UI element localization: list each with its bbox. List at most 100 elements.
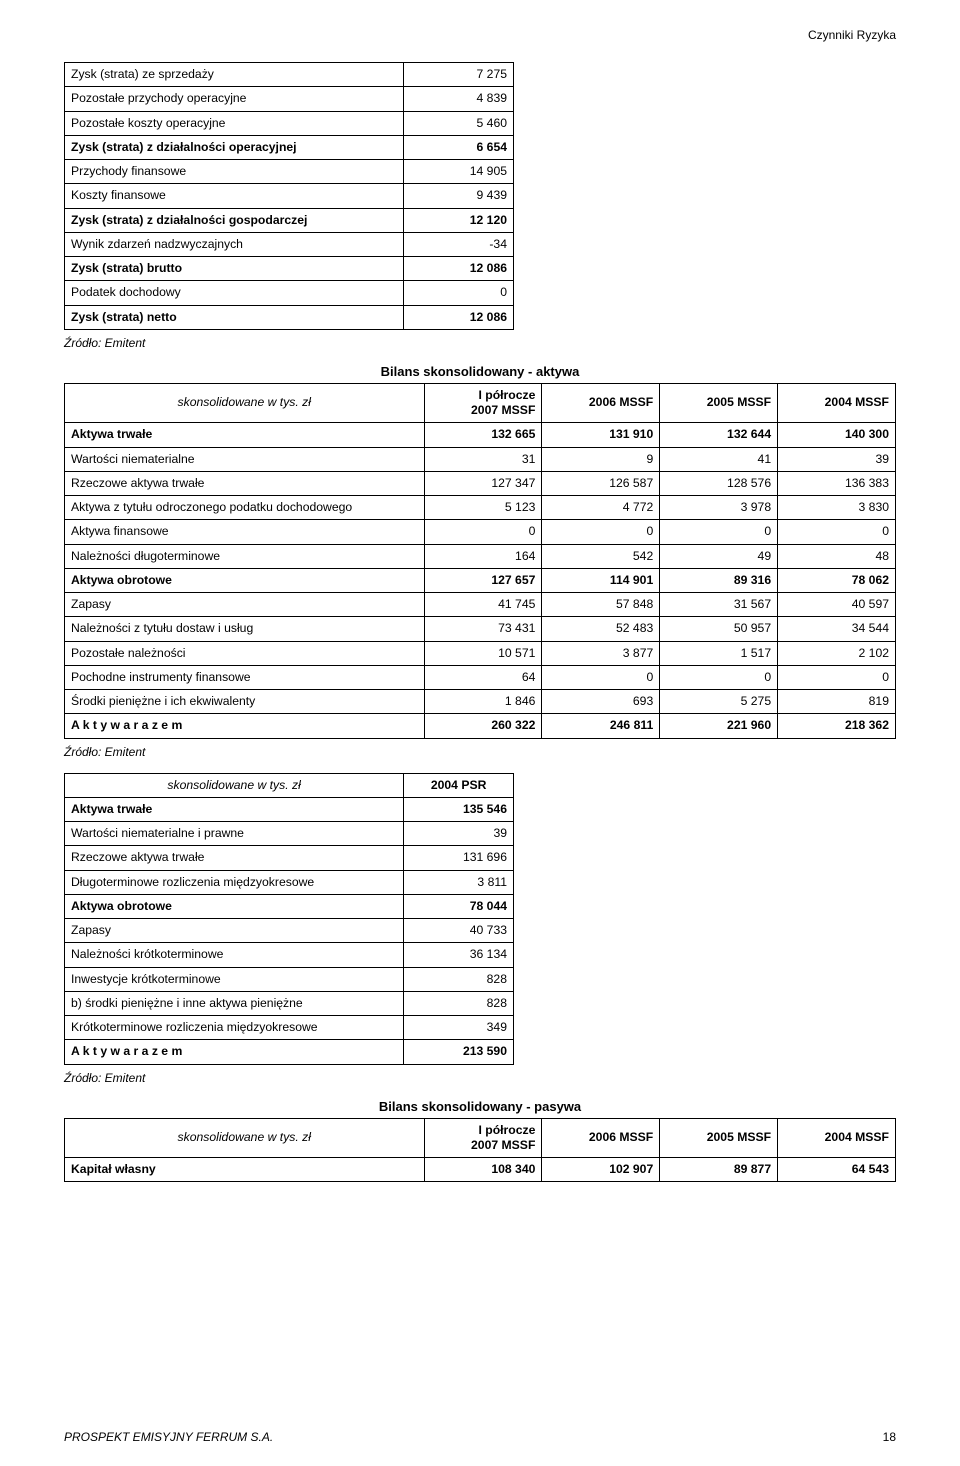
table-row: Pozostałe należności10 5713 8771 5172 10… bbox=[65, 641, 896, 665]
cell-label: Pochodne instrumenty finansowe bbox=[65, 665, 425, 689]
t4-header-c3: 2005 MSSF bbox=[660, 1118, 778, 1158]
table-row: Rzeczowe aktywa trwałe127 347126 587128 … bbox=[65, 471, 896, 495]
source-note-1: Źródło: Emitent bbox=[64, 336, 896, 350]
cell-value: 0 bbox=[778, 520, 896, 544]
table-row: Krótkoterminowe rozliczenia międzyokreso… bbox=[65, 1016, 514, 1040]
t3-header-col: 2004 PSR bbox=[404, 773, 514, 797]
cell-value: 0 bbox=[660, 520, 778, 544]
table-row: Wynik zdarzeń nadzwyczajnych-34 bbox=[65, 232, 514, 256]
cell-value: -34 bbox=[404, 232, 514, 256]
cell-label: Aktywa z tytułu odroczonego podatku doch… bbox=[65, 496, 425, 520]
table-row: A k t y w a r a z e m260 322246 811221 9… bbox=[65, 714, 896, 738]
cell-value: 89 877 bbox=[660, 1158, 778, 1182]
cell-value: 41 745 bbox=[424, 593, 542, 617]
cell-label: Wartości niematerialne bbox=[65, 447, 425, 471]
cell-value: 213 590 bbox=[404, 1040, 514, 1064]
table-row: Zysk (strata) z działalności gospodarcze… bbox=[65, 208, 514, 232]
cell-value: 3 978 bbox=[660, 496, 778, 520]
table-row: Pozostałe przychody operacyjne4 839 bbox=[65, 87, 514, 111]
table-row: Aktywa trwałe132 665131 910132 644140 30… bbox=[65, 423, 896, 447]
t2-header-c4: 2004 MSSF bbox=[778, 383, 896, 423]
cell-value: 64 543 bbox=[778, 1158, 896, 1182]
t2-header-c1: I półrocze2007 MSSF bbox=[424, 383, 542, 423]
t2-header-c3: 2005 MSSF bbox=[660, 383, 778, 423]
t4-header-c2: 2006 MSSF bbox=[542, 1118, 660, 1158]
cell-label: Środki pieniężne i ich ekwiwalenty bbox=[65, 690, 425, 714]
cell-label: Aktywa trwałe bbox=[65, 797, 404, 821]
cell-label: A k t y w a r a z e m bbox=[65, 1040, 404, 1064]
cell-label: Inwestycje krótkoterminowe bbox=[65, 967, 404, 991]
cell-value: 2 102 bbox=[778, 641, 896, 665]
table-row: Przychody finansowe14 905 bbox=[65, 160, 514, 184]
table-row: Środki pieniężne i ich ekwiwalenty1 8466… bbox=[65, 690, 896, 714]
table-row: Aktywa finansowe0000 bbox=[65, 520, 896, 544]
cell-label: Długoterminowe rozliczenia międzyokresow… bbox=[65, 870, 404, 894]
cell-value: 5 275 bbox=[660, 690, 778, 714]
table-income-fragment: Zysk (strata) ze sprzedaży7 275Pozostałe… bbox=[64, 62, 514, 330]
cell-label: Aktywa obrotowe bbox=[65, 894, 404, 918]
cell-value: 1 846 bbox=[424, 690, 542, 714]
cell-label: Zysk (strata) brutto bbox=[65, 257, 404, 281]
table-row: Zysk (strata) ze sprzedaży7 275 bbox=[65, 63, 514, 87]
t2-header-unit: skonsolidowane w tys. zł bbox=[65, 383, 425, 423]
cell-value: 127 657 bbox=[424, 568, 542, 592]
cell-value: 9 439 bbox=[404, 184, 514, 208]
cell-value: 40 597 bbox=[778, 593, 896, 617]
cell-value: 48 bbox=[778, 544, 896, 568]
cell-label: Aktywa finansowe bbox=[65, 520, 425, 544]
table-row: b) środki pieniężne i inne aktywa pienię… bbox=[65, 991, 514, 1015]
section-title-aktywa: Bilans skonsolidowany - aktywa bbox=[64, 364, 896, 379]
cell-label: Zysk (strata) netto bbox=[65, 305, 404, 329]
cell-value: 39 bbox=[404, 822, 514, 846]
table-row: A k t y w a r a z e m213 590 bbox=[65, 1040, 514, 1064]
cell-value: 12 086 bbox=[404, 257, 514, 281]
cell-value: 41 bbox=[660, 447, 778, 471]
cell-value: 5 460 bbox=[404, 111, 514, 135]
table-balance-assets-mssf: skonsolidowane w tys. zł I półrocze2007 … bbox=[64, 383, 896, 739]
table-row: Zysk (strata) brutto12 086 bbox=[65, 257, 514, 281]
header-corner: Czynniki Ryzyka bbox=[808, 28, 896, 42]
t2-header-c2: 2006 MSSF bbox=[542, 383, 660, 423]
table-row: Aktywa z tytułu odroczonego podatku doch… bbox=[65, 496, 896, 520]
cell-label: b) środki pieniężne i inne aktywa pienię… bbox=[65, 991, 404, 1015]
cell-value: 128 576 bbox=[660, 471, 778, 495]
cell-value: 819 bbox=[778, 690, 896, 714]
cell-label: Zysk (strata) ze sprzedaży bbox=[65, 63, 404, 87]
section-title-pasywa: Bilans skonsolidowany - pasywa bbox=[64, 1099, 896, 1114]
cell-value: 0 bbox=[660, 665, 778, 689]
cell-value: 10 571 bbox=[424, 641, 542, 665]
cell-value: 3 811 bbox=[404, 870, 514, 894]
cell-label: Należności długoterminowe bbox=[65, 544, 425, 568]
cell-value: 140 300 bbox=[778, 423, 896, 447]
cell-value: 31 567 bbox=[660, 593, 778, 617]
cell-value: 828 bbox=[404, 967, 514, 991]
cell-label: Zapasy bbox=[65, 593, 425, 617]
cell-value: 349 bbox=[404, 1016, 514, 1040]
page-container: Czynniki Ryzyka Zysk (strata) ze sprzeda… bbox=[0, 0, 960, 1466]
table-row: Wartości niematerialne3194139 bbox=[65, 447, 896, 471]
cell-value: 52 483 bbox=[542, 617, 660, 641]
cell-label: Pozostałe koszty operacyjne bbox=[65, 111, 404, 135]
cell-value: 246 811 bbox=[542, 714, 660, 738]
table-row: Inwestycje krótkoterminowe828 bbox=[65, 967, 514, 991]
cell-value: 164 bbox=[424, 544, 542, 568]
table-row: Aktywa trwałe135 546 bbox=[65, 797, 514, 821]
cell-label: Pozostałe przychody operacyjne bbox=[65, 87, 404, 111]
cell-value: 12 120 bbox=[404, 208, 514, 232]
cell-value: 693 bbox=[542, 690, 660, 714]
cell-label: Rzeczowe aktywa trwałe bbox=[65, 471, 425, 495]
table-row: Zapasy40 733 bbox=[65, 919, 514, 943]
cell-value: 114 901 bbox=[542, 568, 660, 592]
table-row: Zysk (strata) netto12 086 bbox=[65, 305, 514, 329]
source-note-3: Źródło: Emitent bbox=[64, 1071, 896, 1085]
cell-label: Przychody finansowe bbox=[65, 160, 404, 184]
table-row: Należności długoterminowe1645424948 bbox=[65, 544, 896, 568]
cell-value: 221 960 bbox=[660, 714, 778, 738]
cell-value: 132 665 bbox=[424, 423, 542, 447]
cell-label: Pozostałe należności bbox=[65, 641, 425, 665]
cell-label: Kapitał własny bbox=[65, 1158, 425, 1182]
cell-value: 542 bbox=[542, 544, 660, 568]
cell-value: 1 517 bbox=[660, 641, 778, 665]
cell-value: 78 044 bbox=[404, 894, 514, 918]
cell-value: 31 bbox=[424, 447, 542, 471]
